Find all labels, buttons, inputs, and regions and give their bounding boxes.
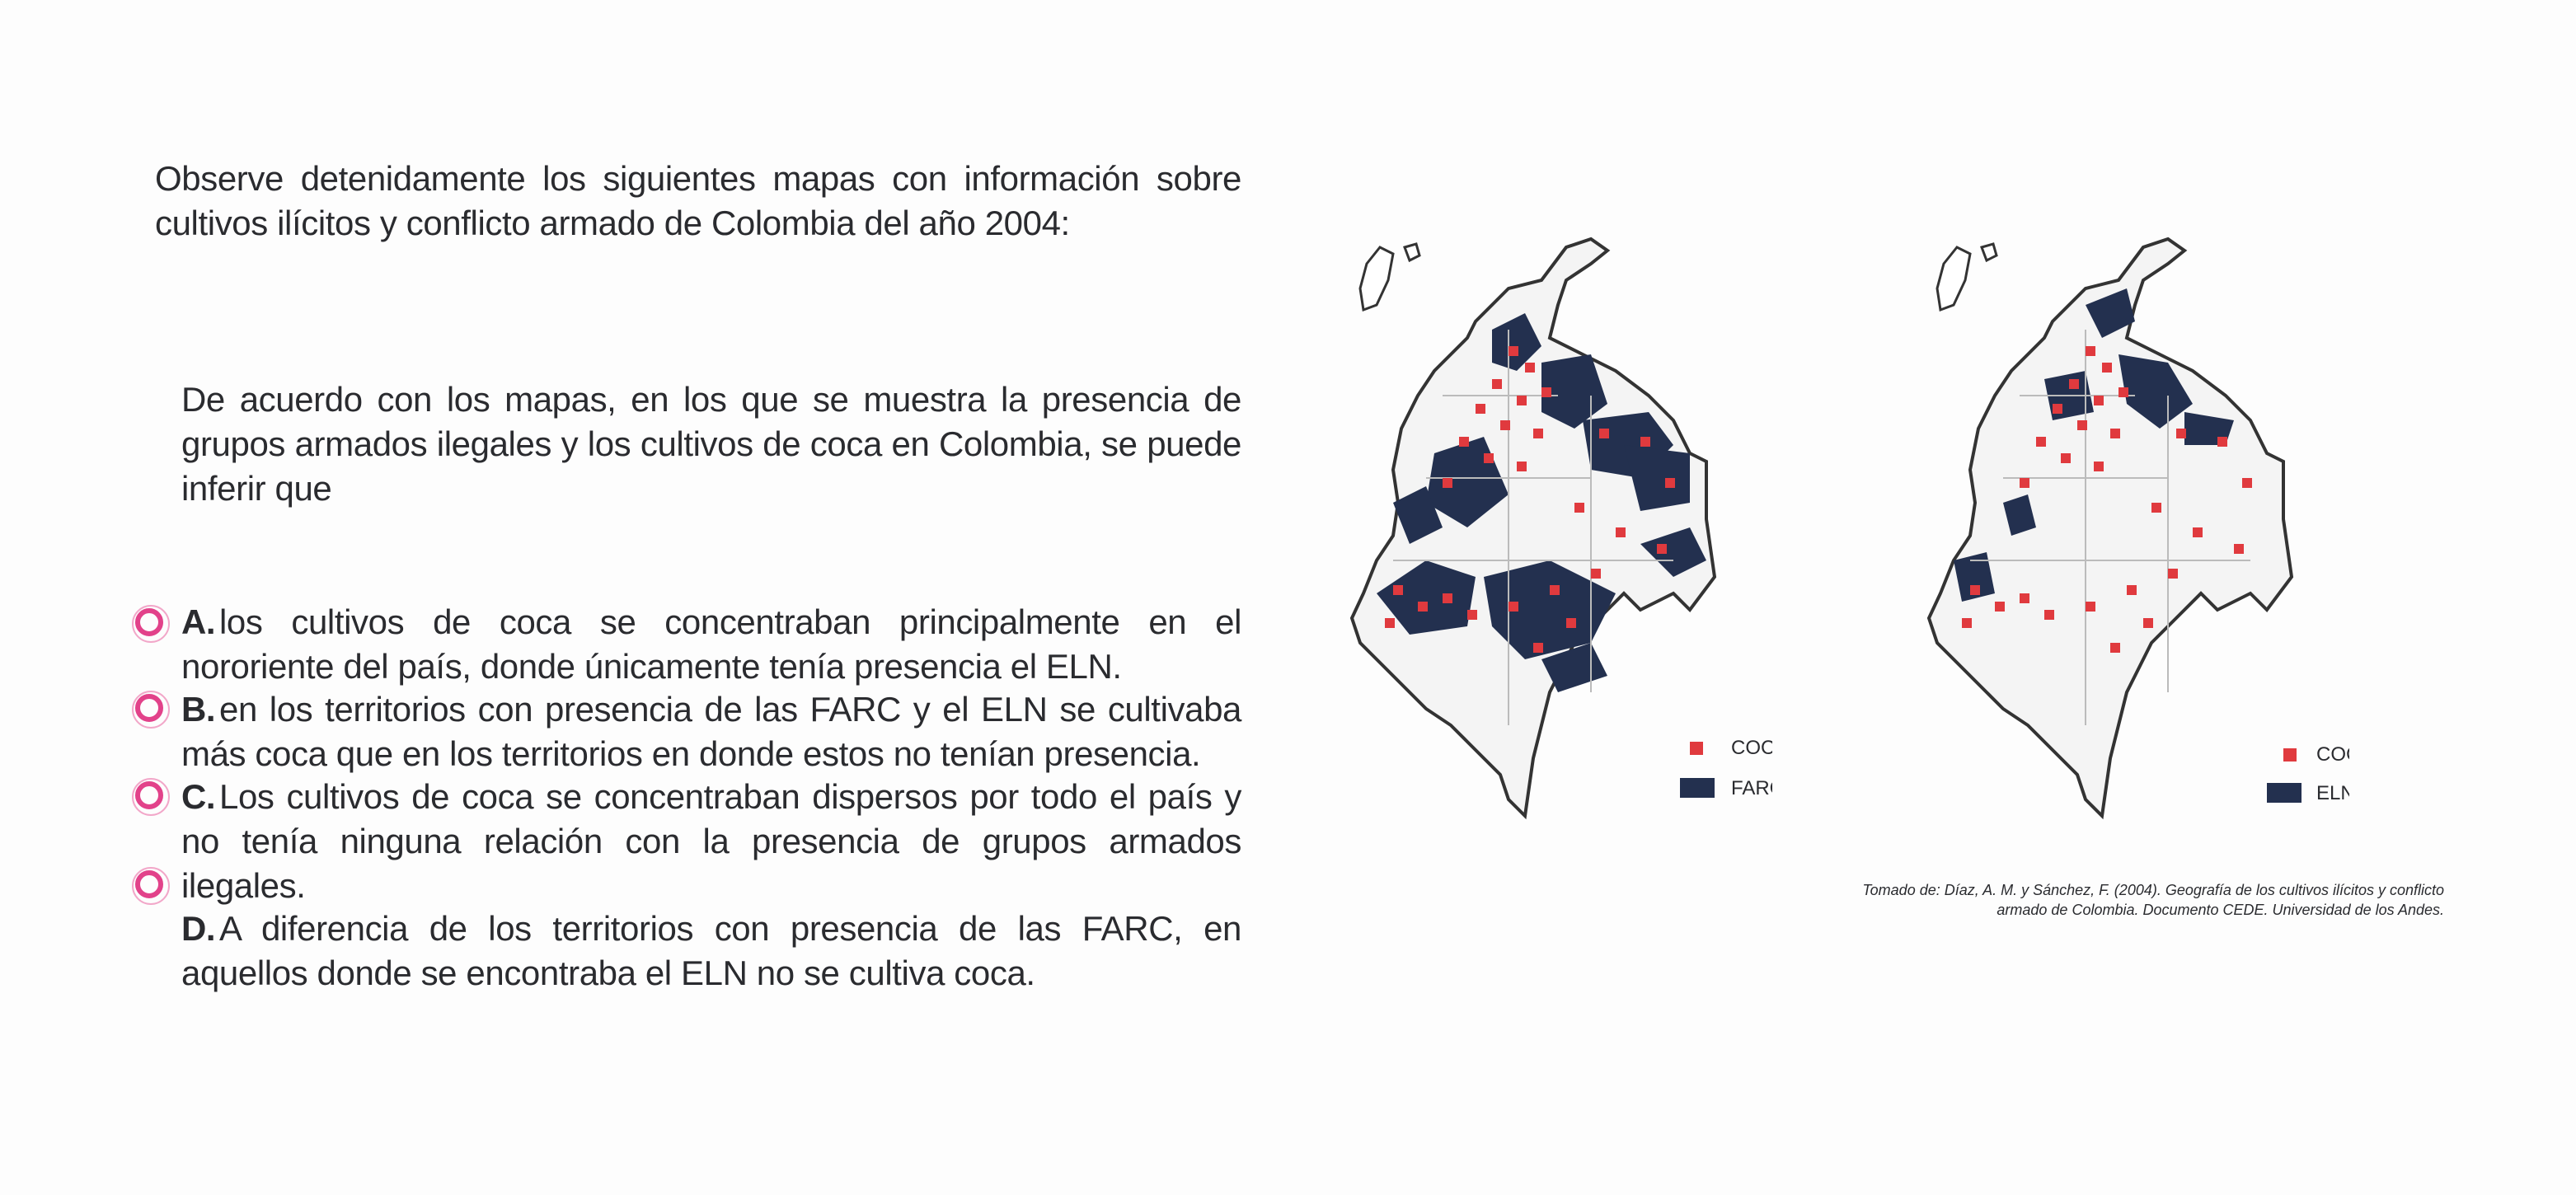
option-c-text: Los cultivos de coca se concentraban dis… xyxy=(181,777,1241,905)
option-a[interactable]: A. los cultivos de coca se concentraban p… xyxy=(181,600,1241,689)
map-eln: COCA ELN xyxy=(1926,237,2349,820)
option-d-letter: D. xyxy=(181,909,216,948)
option-c-radio[interactable] xyxy=(132,778,170,816)
map-farc: COCA FARC xyxy=(1349,237,1772,820)
option-c[interactable]: C. Los cultivos de coca se concentraban d… xyxy=(181,775,1241,908)
option-b-text: en los territorios con presencia de las … xyxy=(181,690,1241,773)
map1-legend-farc: FARC xyxy=(1731,777,1772,799)
citation: Tomado de: Díaz, A. M. y Sánchez, F. (20… xyxy=(1818,880,2444,920)
question-stem: De acuerdo con los mapas, en los que se … xyxy=(181,380,1241,508)
option-b-letter: B. xyxy=(181,690,216,729)
citation-line-1: Tomado de: Díaz, A. M. y Sánchez, F. (20… xyxy=(1862,882,2444,898)
option-c-letter: C. xyxy=(181,777,216,816)
citation-line-2: armado de Colombia. Documento CEDE. Univ… xyxy=(1997,902,2444,918)
option-d-radio[interactable] xyxy=(132,867,170,905)
map2-legend-coca: COCA xyxy=(2316,743,2349,766)
option-d-text: A diferencia de los territorios con pres… xyxy=(181,909,1241,992)
map2-legend-eln: ELN xyxy=(2316,782,2349,804)
option-a-letter: A. xyxy=(181,602,216,641)
option-b-radio[interactable] xyxy=(132,691,170,729)
option-a-text: los cultivos de coca se concentraban pri… xyxy=(181,602,1241,686)
option-b[interactable]: B. en los territorios con presencia de la… xyxy=(181,687,1241,776)
option-a-radio[interactable] xyxy=(132,605,170,643)
map1-legend-coca: COCA xyxy=(1731,737,1772,759)
option-d[interactable]: D. A diferencia de los territorios con pr… xyxy=(181,907,1241,996)
intro-text: Observe detenidamente los siguientes map… xyxy=(155,159,1241,242)
